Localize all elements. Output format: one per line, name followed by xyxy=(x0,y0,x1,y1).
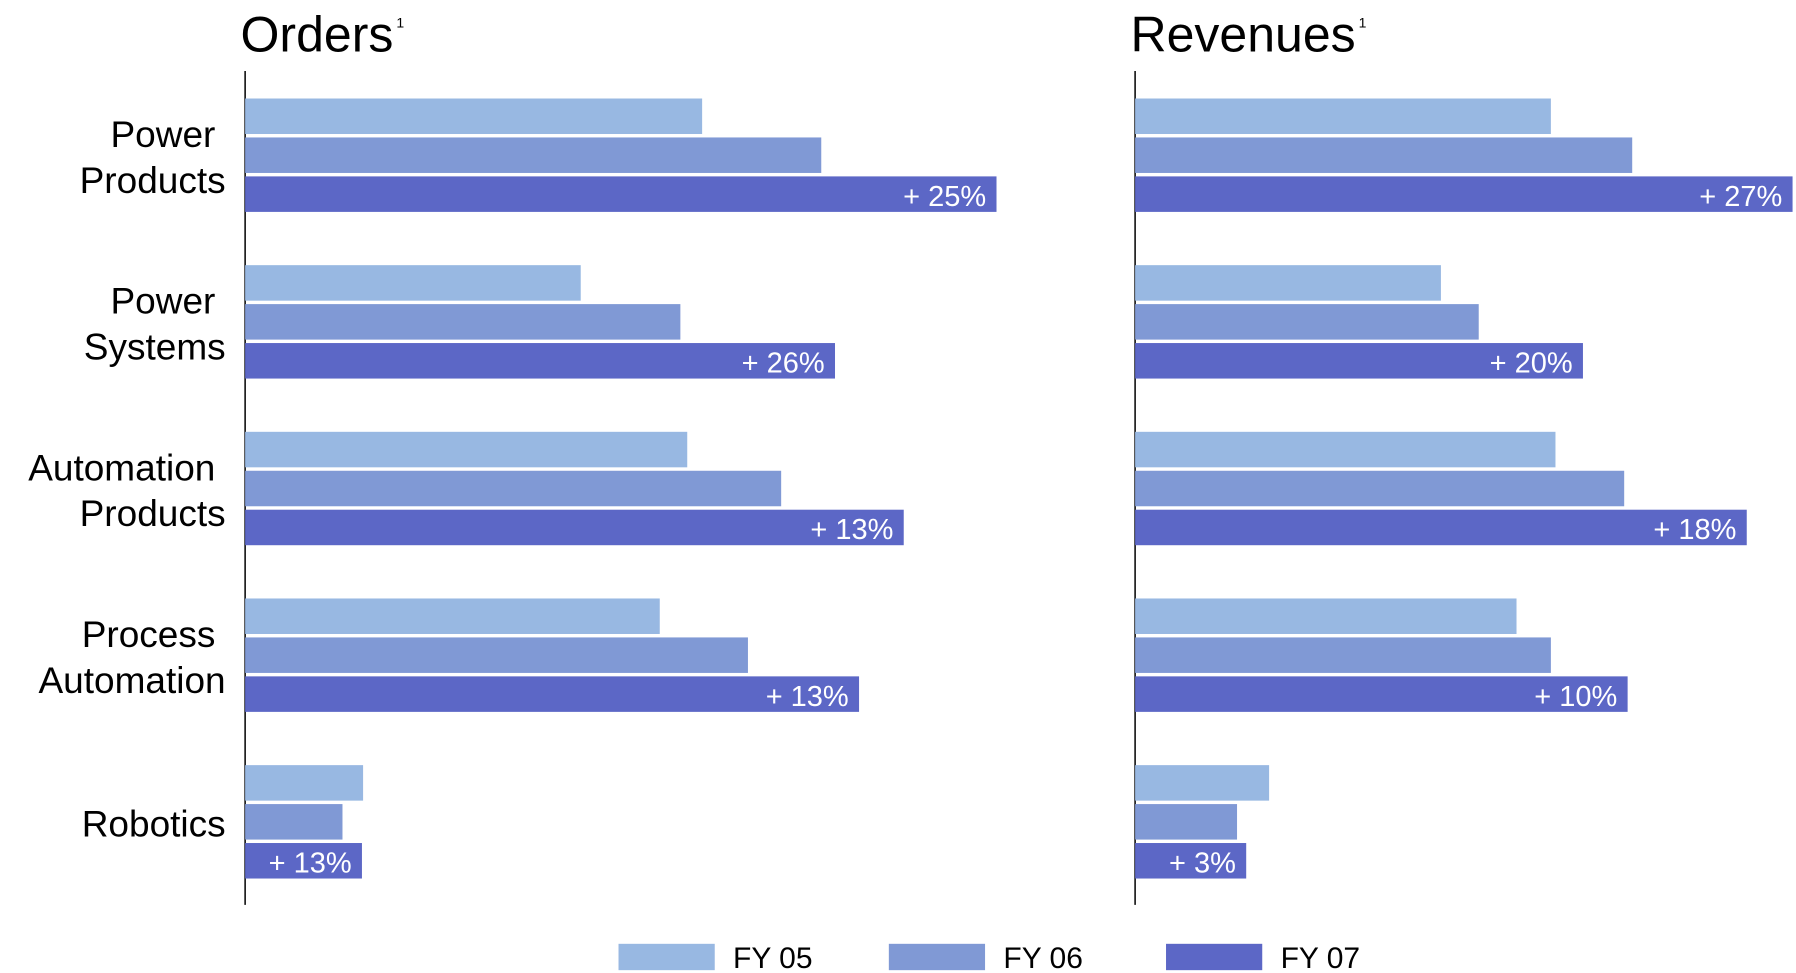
legend-swatch xyxy=(1166,943,1263,971)
bar xyxy=(1135,265,1441,301)
category-label: Power Systems xyxy=(84,281,226,368)
legend-label: FY 06 xyxy=(1003,942,1083,973)
bar xyxy=(245,343,836,379)
bar xyxy=(1135,509,1747,546)
bar xyxy=(1135,843,1247,879)
bar xyxy=(1135,137,1633,173)
bar xyxy=(1135,98,1551,135)
category-label: Power Products xyxy=(80,114,226,201)
title-note: 1 xyxy=(396,14,404,30)
bar xyxy=(1135,431,1556,468)
bar xyxy=(245,137,822,173)
bar xyxy=(245,637,748,673)
bar xyxy=(1135,470,1625,507)
growth-label: + 13% xyxy=(810,514,893,546)
legend-swatch xyxy=(618,943,715,971)
bar xyxy=(1135,343,1583,379)
bar xyxy=(245,676,860,712)
bar xyxy=(1135,637,1551,673)
bar xyxy=(245,509,904,546)
bar xyxy=(245,176,997,212)
title-note: 1 xyxy=(1359,14,1367,30)
bar xyxy=(245,470,782,507)
growth-label: + 3% xyxy=(1169,848,1236,880)
bar xyxy=(1135,765,1270,801)
growth-label: + 25% xyxy=(903,181,986,213)
bar xyxy=(245,98,703,135)
legend-swatch xyxy=(888,943,986,971)
legend-label: FY 07 xyxy=(1281,942,1361,973)
growth-label: + 13% xyxy=(766,681,849,713)
bar xyxy=(245,431,688,468)
bar xyxy=(1135,176,1793,212)
growth-label: + 20% xyxy=(1490,348,1573,380)
growth-label: + 10% xyxy=(1534,681,1617,713)
bar xyxy=(245,765,364,801)
bar xyxy=(245,304,681,340)
legend-label: FY 05 xyxy=(733,942,813,973)
bar xyxy=(245,598,660,634)
category-label: Automation Products xyxy=(28,447,225,534)
bar xyxy=(1135,676,1628,712)
panel-title: Orders xyxy=(241,7,394,63)
bar xyxy=(1135,804,1238,840)
panel-title: Revenues xyxy=(1131,7,1356,63)
bar xyxy=(245,843,362,879)
bar xyxy=(1135,304,1479,340)
bar xyxy=(245,265,581,301)
growth-label: + 27% xyxy=(1699,181,1782,213)
category-label: Robotics xyxy=(82,804,226,845)
growth-label: + 26% xyxy=(742,348,825,380)
growth-label: + 18% xyxy=(1653,514,1736,546)
bar xyxy=(1135,598,1517,634)
growth-label: + 13% xyxy=(269,848,352,880)
category-label: Process Automation xyxy=(38,614,225,701)
bar xyxy=(245,804,343,840)
